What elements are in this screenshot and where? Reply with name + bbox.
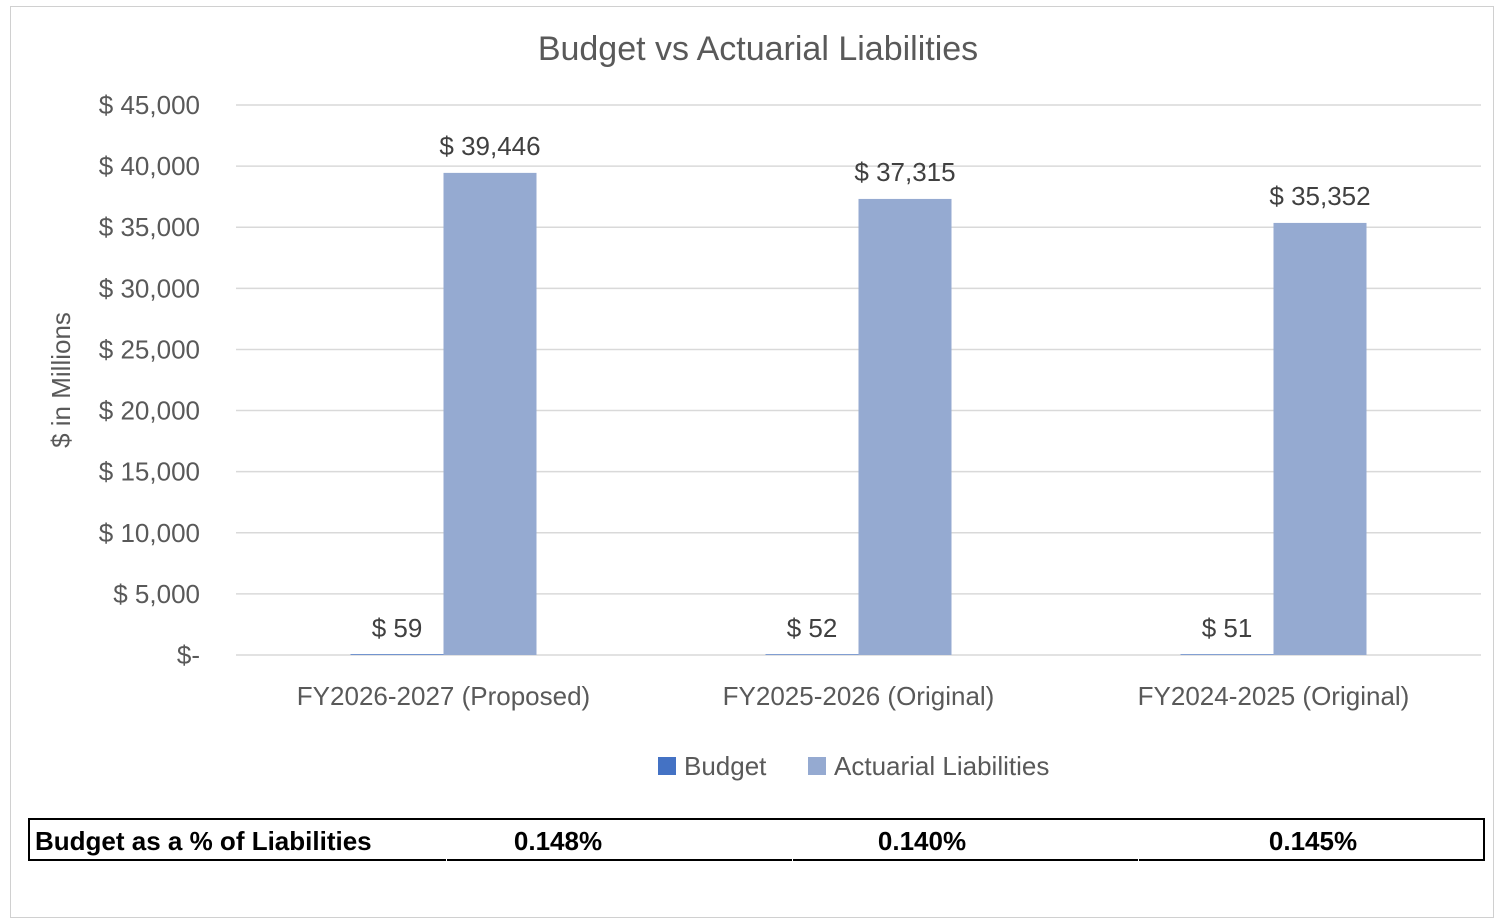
y-tick-label: $ 20,000	[99, 396, 200, 426]
ratio-value: 0.140%	[877, 826, 967, 856]
data-label: $ 35,352	[1269, 181, 1370, 211]
data-label: $ 39,446	[439, 131, 540, 161]
bar-actuarial-liabilities	[443, 172, 537, 656]
table-separator	[446, 859, 447, 861]
bar-actuarial-liabilities	[858, 198, 952, 655]
y-tick-label: $ 40,000	[99, 151, 200, 181]
x-tick-label: FY2026-2027 (Proposed)	[297, 681, 590, 711]
data-label: $ 52	[787, 613, 838, 643]
bar-actuarial-liabilities	[1273, 222, 1367, 656]
chart-frame	[10, 6, 1494, 918]
bar-budget	[765, 654, 859, 655]
y-tick-label: $ 45,000	[99, 90, 200, 120]
y-axis-ticks: $- $ 5,000 $ 10,000 $ 15,000 $ 20,000 $ 25,00…	[99, 90, 200, 670]
bars	[350, 172, 1367, 656]
budget-ratio-table: Budget as a % of Liabilities 0.148% 0.14…	[28, 818, 1485, 861]
x-axis-ticks: FY2026-2027 (Proposed) FY2025-2026 (Origi…	[297, 681, 1410, 711]
data-labels: $ 59 $ 39,446 $ 52 $ 37,315 $ 51 $ 35,352	[372, 131, 1371, 643]
y-tick-label: $-	[177, 640, 200, 670]
legend-swatch-actuarial-liabilities	[808, 757, 826, 775]
legend-swatch-budget	[658, 757, 676, 775]
legend-label: Actuarial Liabilities	[834, 751, 1049, 781]
y-tick-label: $ 10,000	[99, 518, 200, 548]
table-separator	[1138, 859, 1139, 861]
table-separator	[792, 859, 793, 861]
bar-budget	[350, 654, 444, 655]
x-tick-label: FY2025-2026 (Original)	[723, 681, 995, 711]
data-label: $ 37,315	[854, 157, 955, 187]
ratio-row-label: Budget as a % of Liabilities	[35, 826, 372, 856]
legend: Budget Actuarial Liabilities	[658, 751, 1049, 781]
y-tick-label: $ 5,000	[113, 579, 200, 609]
ratio-value: 0.145%	[1268, 826, 1358, 856]
data-label: $ 51	[1202, 613, 1253, 643]
y-tick-label: $ 35,000	[99, 212, 200, 242]
y-axis-title: $ in Millions	[46, 312, 76, 448]
bar-budget	[1180, 654, 1274, 655]
data-label: $ 59	[372, 613, 423, 643]
y-tick-label: $ 25,000	[99, 334, 200, 364]
chart-title: Budget vs Actuarial Liabilities	[538, 30, 978, 68]
ratio-value: 0.148%	[513, 826, 603, 856]
x-tick-label: FY2024-2025 (Original)	[1138, 681, 1410, 711]
y-tick-label: $ 15,000	[99, 457, 200, 487]
y-tick-label: $ 30,000	[99, 273, 200, 303]
legend-label: Budget	[684, 751, 767, 781]
